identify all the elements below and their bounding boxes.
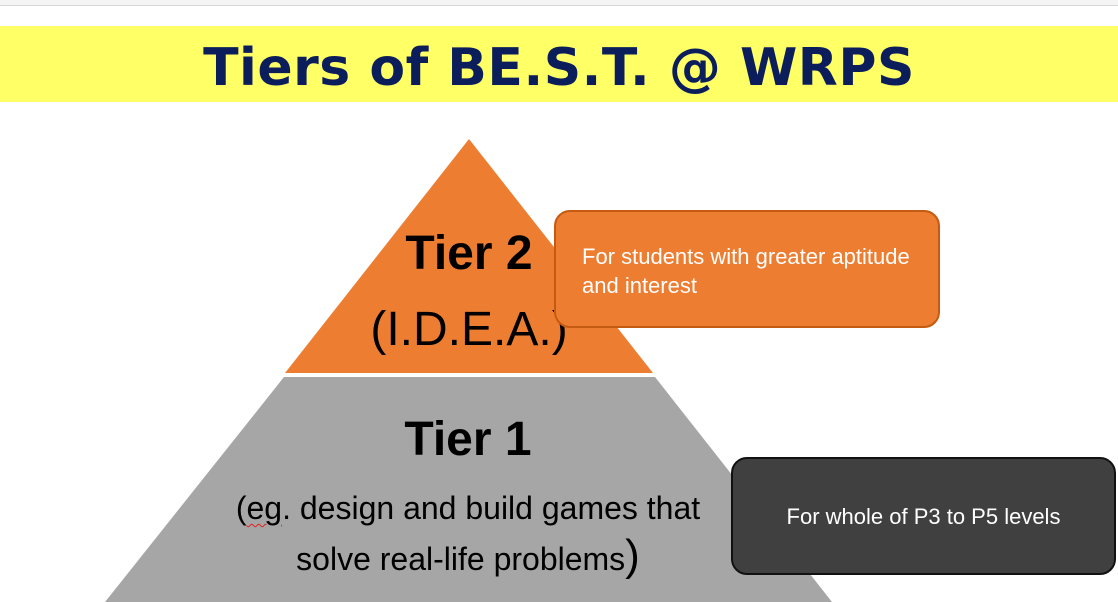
- tier1-subtitle-body: . design and build games that solve real…: [282, 490, 701, 577]
- tier1-callout: For whole of P3 to P5 levels: [731, 457, 1116, 575]
- tier1-trapezoid: [105, 377, 832, 602]
- tier1-callout-text: For whole of P3 to P5 levels: [786, 503, 1061, 529]
- slide-title: Tiers of BE.S.T. @ WRPS: [203, 38, 915, 98]
- tier1-label: Tier 1: [404, 413, 532, 466]
- title-band: [0, 26, 1118, 102]
- tier1-subtitle-close-paren: ): [625, 531, 640, 580]
- top-rule: [0, 0, 1118, 6]
- spellcheck-word: eg: [246, 490, 283, 526]
- tier2-subtitle: (I.D.E.A.): [370, 303, 568, 356]
- tier2-label: Tier 2: [405, 227, 533, 280]
- tier2-callout-text: For students with greater aptitude and i…: [582, 244, 910, 298]
- tier2-callout: For students with greater aptitude and i…: [554, 210, 940, 328]
- tier1-subtitle: (eg. design and build games that solve r…: [218, 484, 718, 583]
- tier1-subtitle-open-paren: (: [235, 490, 247, 526]
